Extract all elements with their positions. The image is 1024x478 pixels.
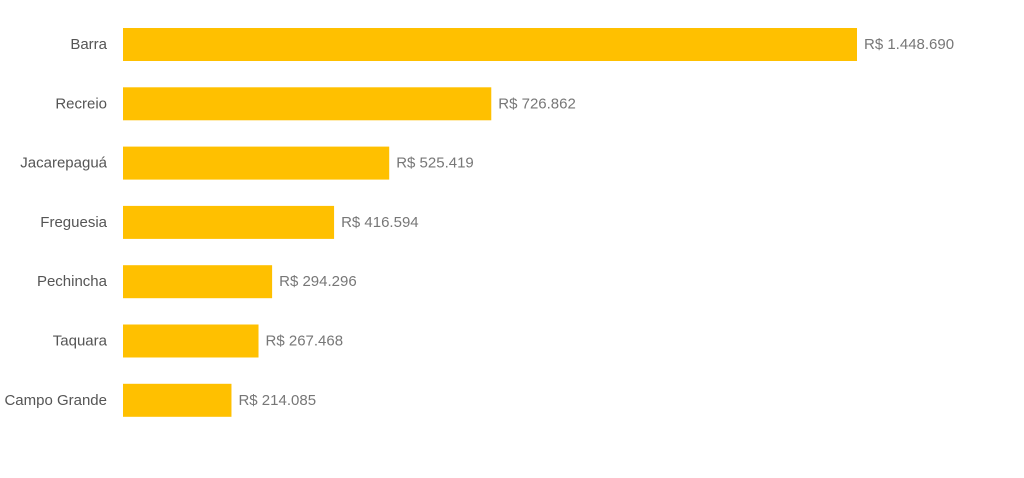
category-label-2: Jacarepaguá xyxy=(20,155,107,172)
bar-2 xyxy=(123,146,390,180)
category-label-0: Barra xyxy=(70,36,107,53)
category-label-1: Recreio xyxy=(55,95,107,112)
bars-group xyxy=(123,28,857,417)
category-labels-group: Barra Recreio Jacarepaguá Freguesia Pechinch… xyxy=(4,36,107,409)
bar-3 xyxy=(123,205,335,239)
value-label-6: R$ 214.085 xyxy=(238,392,316,409)
category-label-4: Pechincha xyxy=(37,273,108,290)
value-label-3: R$ 416.594 xyxy=(341,214,419,231)
value-label-0: R$ 1.448.690 xyxy=(864,36,954,53)
category-label-5: Taquara xyxy=(53,333,108,350)
value-label-5: R$ 267.468 xyxy=(266,333,344,350)
category-label-6: Campo Grande xyxy=(4,392,107,409)
value-label-2: R$ 525.419 xyxy=(396,155,474,172)
category-label-3: Freguesia xyxy=(40,214,107,231)
bar-4 xyxy=(123,265,273,299)
value-label-1: R$ 726.862 xyxy=(498,95,576,112)
value-label-4: R$ 294.296 xyxy=(279,273,357,290)
bar-5 xyxy=(123,324,259,358)
value-labels-group: R$ 1.448.690 R$ 726.862 R$ 525.419 R$ 416.5… xyxy=(238,36,954,409)
bar-6 xyxy=(123,383,232,417)
bar-0 xyxy=(123,28,857,61)
bar-1 xyxy=(123,87,492,121)
